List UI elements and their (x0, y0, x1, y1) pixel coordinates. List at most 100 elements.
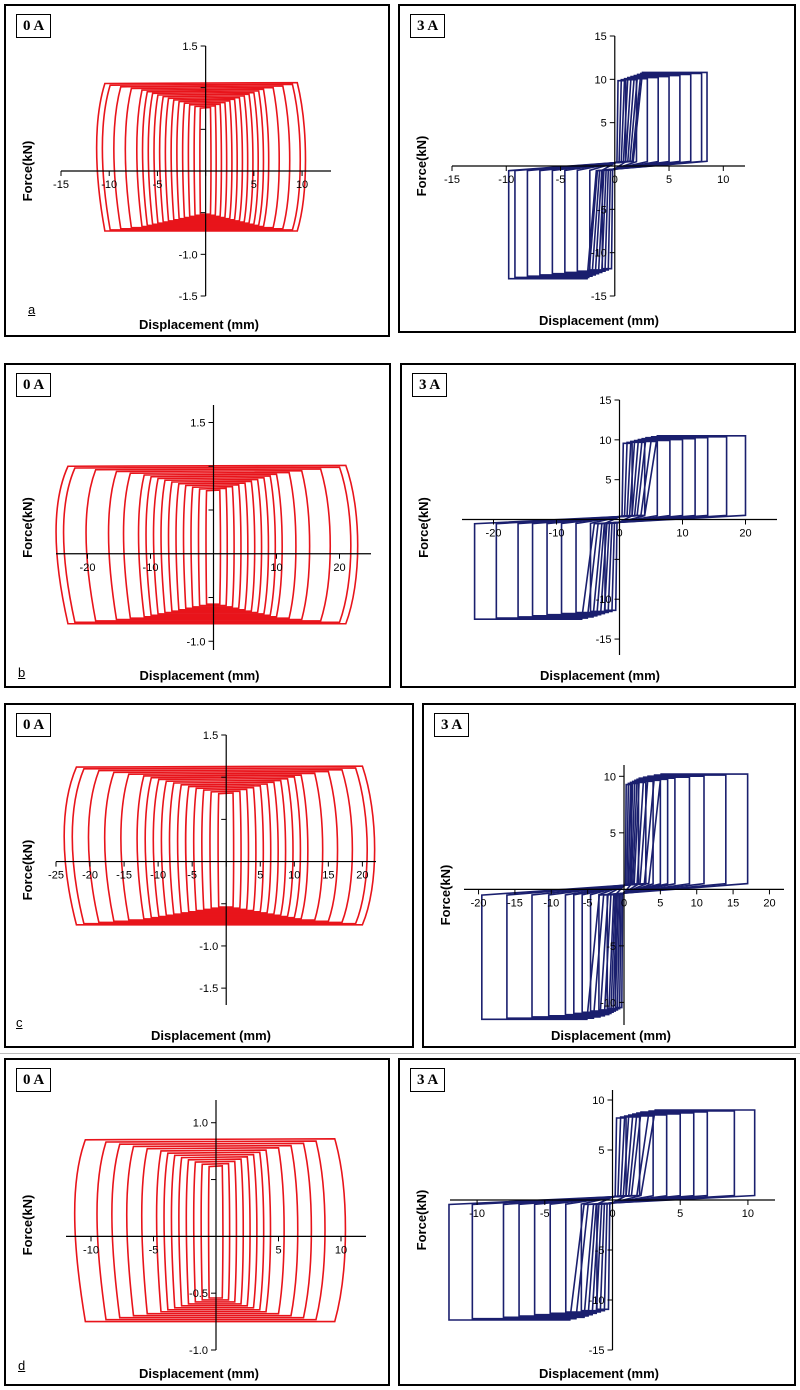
hysteresis-loop (111, 1142, 313, 1319)
hysteresis-loop (101, 83, 301, 231)
x-tick-label: 10 (296, 179, 308, 191)
hysteresis-loop (137, 473, 283, 618)
axes-group: -20 -15 -10 -5 0 5 10 15 20 -10 -5 5 10 (464, 765, 784, 1025)
y-tick-label: -1.0 (179, 249, 198, 261)
hysteresis-loop (576, 77, 649, 272)
chart-svg: -20 -10 10 20 -1.0 1.5 Displacement (mm) Force(… (20, 405, 371, 683)
axes-group: -10 -5 0 5 10 -15 -10 -5 5 10 (450, 1090, 775, 1357)
hysteresis-loop (564, 1115, 654, 1313)
y-tick-label: 15 (599, 395, 611, 407)
x-tick-label: 5 (657, 897, 663, 909)
x-tick-label: 5 (257, 870, 263, 882)
hysteresis-loop (170, 98, 238, 221)
x-tick-label: -10 (543, 897, 559, 909)
y-tick-label: -15 (589, 1345, 605, 1357)
hysteresis-loop (197, 487, 229, 607)
hysteresis-loop (575, 440, 659, 614)
hysteresis-loop (178, 1156, 251, 1307)
y-tick-label: -10 (591, 248, 607, 260)
hysteresis-loop (176, 783, 272, 914)
chart-svg: -20 -15 -10 -5 0 5 10 15 20 -10 -5 5 10 Displacement … (438, 765, 784, 1043)
x-tick-label: -10 (549, 528, 565, 540)
hysteresis-loop (107, 469, 311, 621)
x-tick-label: -20 (486, 528, 502, 540)
y-axis-label: Force(kN) (20, 840, 35, 901)
hysteresis-loop (160, 478, 263, 614)
chart-svg: -15 -10 -5 0 5 10 -15 -10 -5 5 10 15 Displacement (m… (414, 31, 745, 328)
chart-panel-b-right: 3 A -20 -10 0 10 20 -15 -10 5 10 15 Displacement (… (400, 363, 796, 688)
x-tick-label: -20 (82, 870, 98, 882)
chart-svg: -20 -10 0 10 20 -15 -10 5 10 15 Displacement (mm) F… (416, 395, 777, 683)
hysteresis-loop (152, 777, 294, 918)
hysteresis-loop (103, 770, 339, 923)
x-tick-label: -10 (101, 179, 117, 191)
x-axis-label: Displacement (mm) (539, 313, 659, 328)
y-tick-label: 10 (595, 74, 607, 86)
hysteresis-loop (62, 466, 352, 624)
y-axis-label: Force(kN) (20, 1195, 35, 1256)
separator-line (0, 1053, 800, 1054)
hysteresis-loop (55, 464, 359, 625)
x-tick-label: 5 (251, 179, 257, 191)
hysteresis-loop (200, 1162, 231, 1301)
hysteresis-loop (448, 1109, 756, 1321)
hysteresis-loop (158, 95, 249, 223)
x-tick-label: 10 (288, 870, 300, 882)
axes-group: -20 -10 0 10 20 -15 -10 5 10 15 (462, 395, 777, 655)
current-badge: 0 A (16, 1068, 52, 1092)
hysteresis-loop (163, 1151, 265, 1311)
y-tick-label: -10 (596, 594, 612, 606)
current-badge: 0 A (16, 713, 52, 737)
x-tick-label: 20 (763, 897, 775, 909)
hysteresis-loop (135, 88, 270, 228)
hysteresis-loop (502, 1111, 709, 1319)
hysteresis-loop (205, 489, 222, 605)
y-axis-label: Force(kN) (20, 141, 35, 202)
hysteresis-loop (564, 777, 676, 1016)
hysteresis-loop (87, 768, 354, 924)
x-tick-label: -15 (116, 870, 132, 882)
current-badge: 3 A (410, 14, 446, 38)
chart-svg: -10 -5 5 10 -1.0 -0.5 1.0 Displacement (mm) Forc… (20, 1100, 366, 1381)
y-tick-label: -5 (597, 204, 607, 216)
chart-panel-c-right: 3 A -20 -15 -10 -5 0 5 10 15 20 -10 -5 5 10 Displacem… (422, 703, 796, 1048)
hysteresis-loop (549, 1114, 668, 1315)
current-badge: 0 A (16, 373, 52, 397)
loops-group (73, 1138, 347, 1323)
y-tick-label: 5 (601, 118, 607, 130)
y-tick-label: -10 (589, 1295, 605, 1307)
y-axis-label: Force(kN) (416, 497, 431, 558)
hysteresis-loop (124, 86, 281, 229)
hysteresis-loop (182, 484, 242, 610)
x-tick-label: -20 (80, 562, 96, 574)
y-tick-label: -15 (591, 291, 607, 303)
y-tick-label: -5 (595, 1245, 605, 1257)
hysteresis-loop (122, 471, 297, 619)
chart-svg: -15 -10 -5 5 10 -1.5 -1.0 1.5 Displacement (mm) F… (20, 41, 331, 332)
y-tick-label: 5 (610, 828, 616, 840)
chart-panel-d-right: 3 A -10 -5 0 5 10 -15 -10 -5 5 10 Displacement (mm… (398, 1058, 796, 1386)
axes-group: -10 -5 5 10 -1.0 -0.5 1.0 (66, 1100, 366, 1357)
y-tick-label: 15 (595, 31, 607, 43)
y-tick-label: -1.0 (187, 636, 206, 648)
y-tick-label: -1.0 (199, 941, 218, 953)
y-tick-label: -1.0 (189, 1345, 208, 1357)
x-tick-label: 10 (691, 897, 703, 909)
x-axis-label: Displacement (mm) (551, 1028, 671, 1043)
y-axis-label: Force(kN) (414, 136, 429, 197)
hysteresis-loop (164, 96, 244, 222)
x-tick-label: 10 (270, 562, 282, 574)
x-tick-label: -10 (83, 1244, 99, 1256)
hysteresis-loop (604, 442, 633, 612)
x-tick-label: -5 (153, 179, 163, 191)
axes-group: -25 -20 -15 -10 -5 5 10 15 20 -1.5 -1.0 1.5 (48, 730, 376, 1005)
hysteresis-loop (147, 91, 259, 226)
y-tick-label: 1.0 (193, 1118, 208, 1130)
panel-letter: a (28, 302, 36, 317)
hysteresis-loop (481, 773, 749, 1021)
y-tick-label: 10 (604, 771, 616, 783)
x-tick-label: 10 (335, 1244, 347, 1256)
hysteresis-loop (601, 79, 627, 270)
x-tick-label: -10 (143, 562, 159, 574)
y-tick-label: 10 (592, 1095, 604, 1107)
